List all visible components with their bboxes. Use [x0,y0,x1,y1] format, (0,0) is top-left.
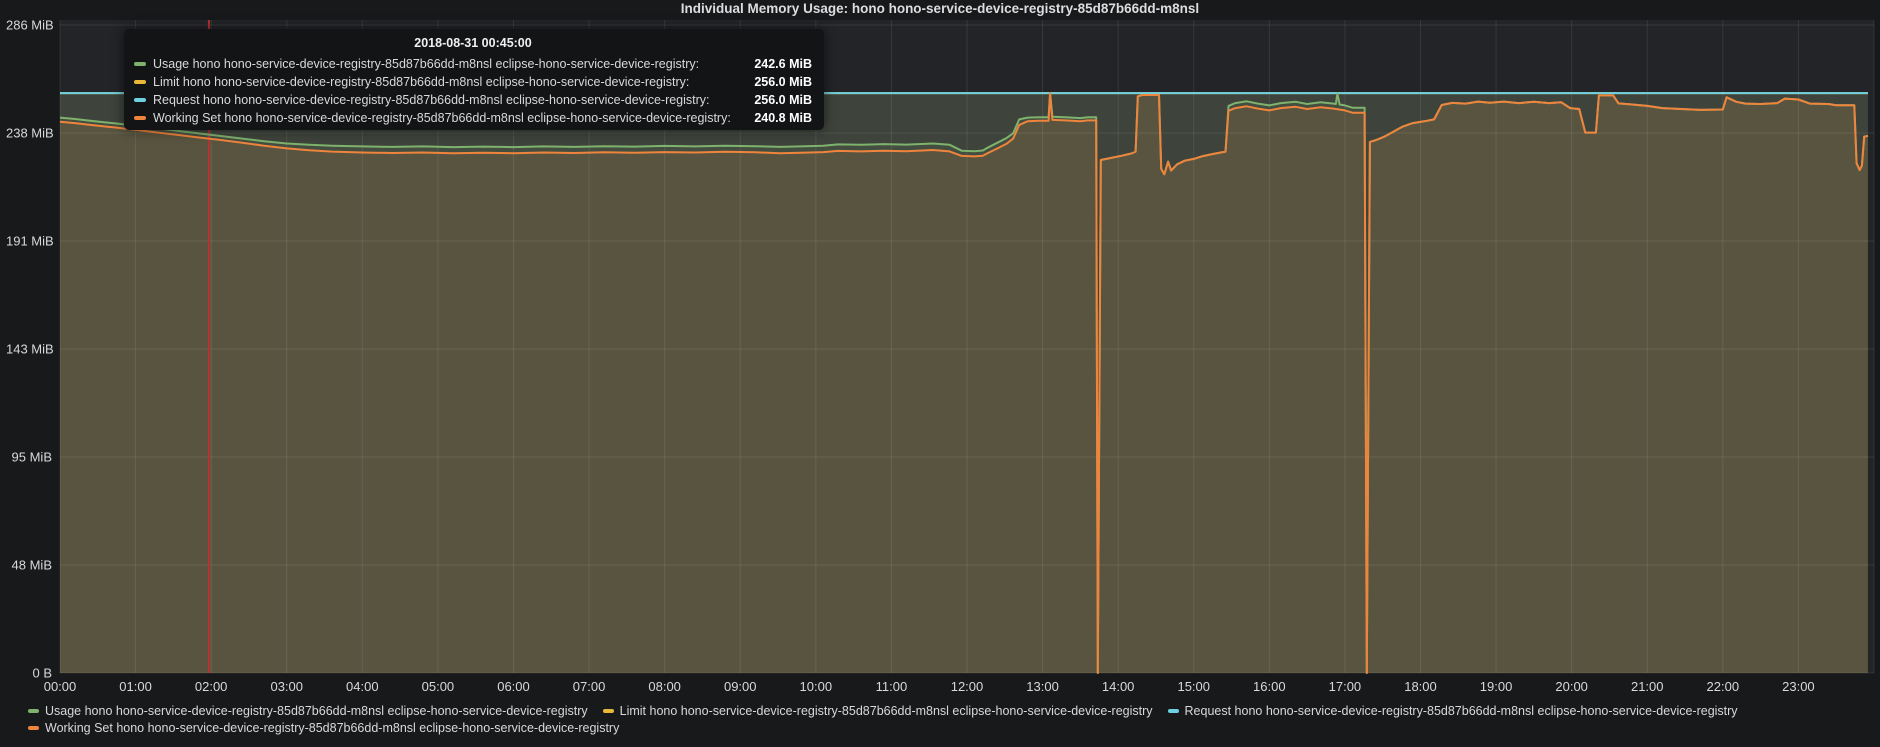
legend-row: Usage hono hono-service-device-registry-… [28,704,1868,718]
tooltip-series-value: 256.0 MiB [754,93,812,107]
series-color-dash-icon [134,62,146,66]
x-axis-tick-label: 14:00 [1101,679,1135,694]
x-axis-tick-label: 19:00 [1479,679,1513,694]
y-axis-tick-label: 95 MiB [11,449,52,465]
legend-item-label: Usage hono hono-service-device-registry-… [45,704,588,718]
series-fill-2 [60,93,1868,673]
tooltip-series-row: Request hono hono-service-device-registr… [134,91,812,109]
x-axis-tick-label: 18:00 [1404,679,1437,694]
tooltip-series-value: 242.6 MiB [754,57,812,71]
x-axis-tick-label: 16:00 [1253,679,1286,694]
x-axis-tick-label: 01:00 [119,679,152,694]
series-fill-1 [60,93,1868,674]
legend-item-usage[interactable]: Usage hono hono-service-device-registry-… [28,704,588,718]
legend-item-label: Request hono hono-service-device-registr… [1184,704,1738,718]
x-axis-tick-label: 20:00 [1555,679,1588,694]
x-axis-tick-label: 13:00 [1026,679,1059,694]
y-axis-tick-label: 286 MiB [6,17,54,33]
tooltip-series-row: Limit hono hono-service-device-registry-… [134,73,812,91]
y-axis-tick-label: 143 MiB [6,341,54,357]
x-axis-tick-label: 05:00 [421,679,455,694]
x-axis-tick-label: 06:00 [497,679,530,694]
legend-item-label: Working Set hono hono-service-device-reg… [45,721,620,735]
tooltip-series-label: Usage hono hono-service-device-registry-… [153,57,700,71]
tooltip-series-value: 256.0 MiB [754,75,812,89]
x-axis-tick-label: 10:00 [799,679,833,694]
tooltip-series-label: Limit hono hono-service-device-registry-… [153,75,690,89]
legend-item-request[interactable]: Request hono hono-service-device-registr… [1167,704,1738,718]
x-axis-tick-label: 23:00 [1782,679,1815,694]
legend-color-dash-icon [602,709,614,713]
series-color-dash-icon [134,80,146,84]
tooltip-series-label: Working Set hono hono-service-device-reg… [153,111,731,125]
x-axis-tick-label: 07:00 [572,679,606,694]
legend-item-limit[interactable]: Limit hono hono-service-device-registry-… [602,704,1153,718]
tooltip-rows: Usage hono hono-service-device-registry-… [134,55,812,127]
x-axis-tick-label: 00:00 [43,679,77,694]
legend-item-label: Limit hono hono-service-device-registry-… [619,704,1153,718]
tooltip-series-value: 240.8 MiB [754,111,812,125]
x-axis-tick-label: 12:00 [950,679,984,694]
x-axis-tick-label: 17:00 [1328,679,1362,694]
tooltip-series-row: Working Set hono hono-service-device-reg… [134,109,812,127]
tooltip-series-label: Request hono hono-service-device-registr… [153,93,710,107]
y-axis-tick-label: 0 B [32,665,52,681]
y-axis-tick-label: 48 MiB [11,557,52,573]
graph-tooltip: 2018-08-31 00:45:00 Usage hono hono-serv… [124,29,824,130]
legend-item-working-set[interactable]: Working Set hono hono-service-device-reg… [28,721,619,735]
series-fill-3 [60,93,1868,673]
series-color-dash-icon [134,98,146,102]
tooltip-timestamp: 2018-08-31 00:45:00 [414,36,532,50]
x-axis-tick-label: 08:00 [648,679,681,694]
series-fill-0 [60,93,1868,674]
x-axis-tick-label: 21:00 [1630,679,1664,694]
y-axis-tick-label: 191 MiB [6,233,54,249]
y-axis-tick-label: 238 MiB [6,125,54,141]
x-axis-tick-label: 02:00 [194,679,228,694]
x-axis-tick-label: 15:00 [1177,679,1211,694]
legend-color-dash-icon [28,726,39,730]
series-line-3 [59,92,1869,674]
legend: Usage hono hono-service-device-registry-… [28,704,1868,735]
x-axis-tick-label: 09:00 [723,679,757,694]
legend-color-dash-icon [1167,709,1179,713]
tooltip-series-row: Usage hono hono-service-device-registry-… [134,55,812,73]
panel-title[interactable]: Individual Memory Usage: hono hono-servi… [680,1,1200,16]
x-axis-tick-label: 11:00 [875,679,908,694]
legend-color-dash-icon [28,709,39,713]
x-axis-tick-label: 22:00 [1706,679,1740,694]
x-axis-tick-label: 03:00 [270,679,304,694]
x-axis-tick-label: 04:00 [346,679,379,694]
series-color-dash-icon [134,116,146,120]
legend-row: Working Set hono hono-service-device-reg… [28,721,1868,735]
